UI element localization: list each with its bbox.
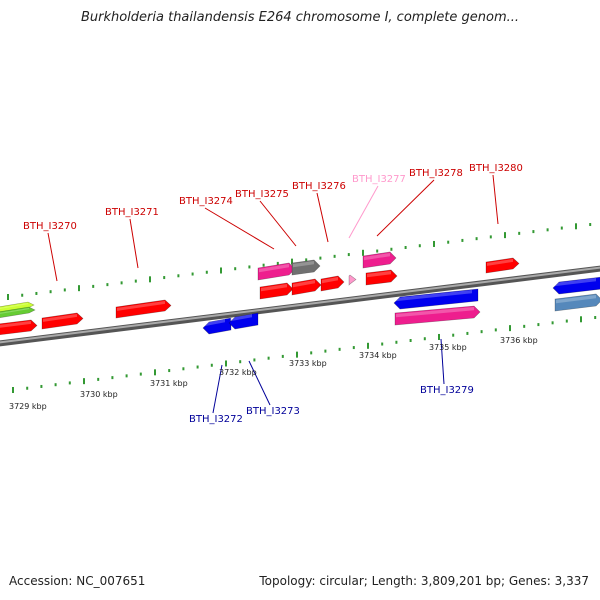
scale-label: 3736 kbp [500,336,538,345]
scale-label: 3732 kbp [219,368,257,377]
gene-features [0,251,600,336]
scale-label: 3735 kbp [429,343,467,352]
gene-lime [0,301,35,313]
leader-line [348,185,379,239]
gene-label[interactable]: BTH_I3277 [352,174,406,185]
gene-label[interactable]: BTH_I3276 [292,181,346,192]
map-title: Burkholderia thailandensis E264 chromoso… [80,10,520,25]
leader-line [129,218,139,269]
gene-labels: BTH_I3270BTH_I3271BTH_I3274BTH_I3275BTH_… [23,163,523,425]
gene-bth-i3278-b [365,269,398,286]
leader-line [259,200,297,247]
label-leader-lines [47,174,499,414]
tick-marks [7,223,597,393]
gene-bth-i3277 [348,274,357,286]
gene-pink-2 [362,251,397,269]
scale-label: 3731 kbp [150,379,188,388]
gene-label[interactable]: BTH_I3274 [179,196,233,207]
gene-blue-right [552,276,600,295]
gene-bth-i3275 [291,278,322,296]
scale-label: 3734 kbp [359,351,397,360]
leader-line [440,338,445,385]
gene-label[interactable]: BTH_I3272 [189,414,243,425]
gene-green [0,306,36,318]
leader-line [316,192,329,243]
gene-label[interactable]: BTH_I3279 [420,385,474,396]
gene-bth-i3280 [485,257,520,274]
gene-bth-i3272 [202,317,232,335]
leader-line [47,232,58,282]
gene-label[interactable]: BTH_I3270 [23,221,77,232]
leader-line [376,179,435,237]
gene-label[interactable]: BTH_I3275 [235,189,289,200]
gene-bth-i3276 [320,275,345,292]
leader-line [204,207,275,250]
gene-pink-3 [394,305,481,326]
gene-gray [291,259,321,276]
leader-line [212,364,223,414]
gene-bth-i3279 [393,288,479,310]
scale-label: 3730 kbp [80,390,118,399]
genome-summary: Topology: circular; Length: 3,809,201 bp… [259,574,589,588]
gene-label[interactable]: BTH_I3280 [469,163,523,174]
gene-label[interactable]: BTH_I3278 [409,168,463,179]
gene-label[interactable]: BTH_I3273 [246,406,300,417]
gene-steelblue [554,293,600,312]
leader-line [492,174,499,225]
scale-labels: 3729 kbp 3730 kbp 3731 kbp 3732 kbp 3733 kbp… [9,336,538,411]
chromosome-backbone [0,265,600,347]
gene-label[interactable]: BTH_I3271 [105,207,159,218]
gene-bth-i3273 [228,312,259,330]
scale-label: 3733 kbp [289,359,327,368]
gene-bth-i3270 [0,319,38,336]
leader-line [248,360,271,406]
gene-bth-i3274 [259,282,294,300]
accession-text: Accession: NC_007651 [9,574,146,588]
gene-bth-i3271 [115,299,172,319]
scale-label: 3729 kbp [9,402,47,411]
gene-bth-i3271-a [41,312,84,330]
